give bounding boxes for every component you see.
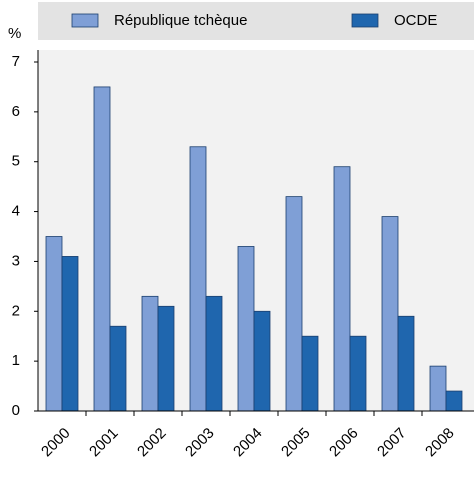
bar bbox=[109, 325, 127, 412]
legend-swatch bbox=[71, 13, 99, 28]
legend-label: OCDE bbox=[394, 12, 437, 29]
y-tick-label: 7 bbox=[12, 53, 20, 70]
x-tick-label: 2006 bbox=[326, 425, 362, 461]
y-tick-label: 1 bbox=[12, 352, 20, 369]
legend-swatch bbox=[351, 13, 379, 28]
bar bbox=[189, 146, 207, 412]
y-tick-label: 2 bbox=[12, 302, 20, 319]
bar bbox=[349, 335, 367, 412]
legend-background bbox=[38, 2, 474, 40]
bar bbox=[61, 256, 79, 412]
bar bbox=[445, 390, 463, 412]
y-tick-label: 0 bbox=[12, 402, 20, 419]
x-tick-label: 2000 bbox=[38, 425, 74, 461]
bar bbox=[429, 365, 447, 412]
bar bbox=[45, 236, 63, 412]
bar bbox=[93, 86, 111, 412]
bar bbox=[285, 196, 303, 412]
bar bbox=[381, 216, 399, 412]
y-tick-label: 6 bbox=[12, 103, 20, 120]
y-axis-unit: % bbox=[8, 25, 21, 42]
bar bbox=[253, 310, 271, 412]
x-tick-label: 2007 bbox=[374, 425, 410, 461]
x-tick-label: 2005 bbox=[278, 425, 314, 461]
bar bbox=[301, 335, 319, 412]
bar bbox=[141, 295, 159, 412]
y-tick-label: 3 bbox=[12, 252, 20, 269]
legend-label: République tchèque bbox=[114, 12, 247, 29]
bar bbox=[397, 315, 415, 412]
x-tick-label: 2002 bbox=[134, 425, 170, 461]
x-tick-label: 2003 bbox=[182, 425, 218, 461]
x-tick-label: 2001 bbox=[86, 425, 122, 461]
bar bbox=[205, 295, 223, 412]
bar bbox=[157, 305, 175, 412]
x-tick-label: 2004 bbox=[230, 425, 266, 461]
y-tick-label: 4 bbox=[12, 203, 20, 220]
x-tick-label: 2008 bbox=[422, 425, 458, 461]
bar bbox=[333, 166, 351, 412]
bar bbox=[237, 246, 255, 412]
y-tick-label: 5 bbox=[12, 153, 20, 170]
